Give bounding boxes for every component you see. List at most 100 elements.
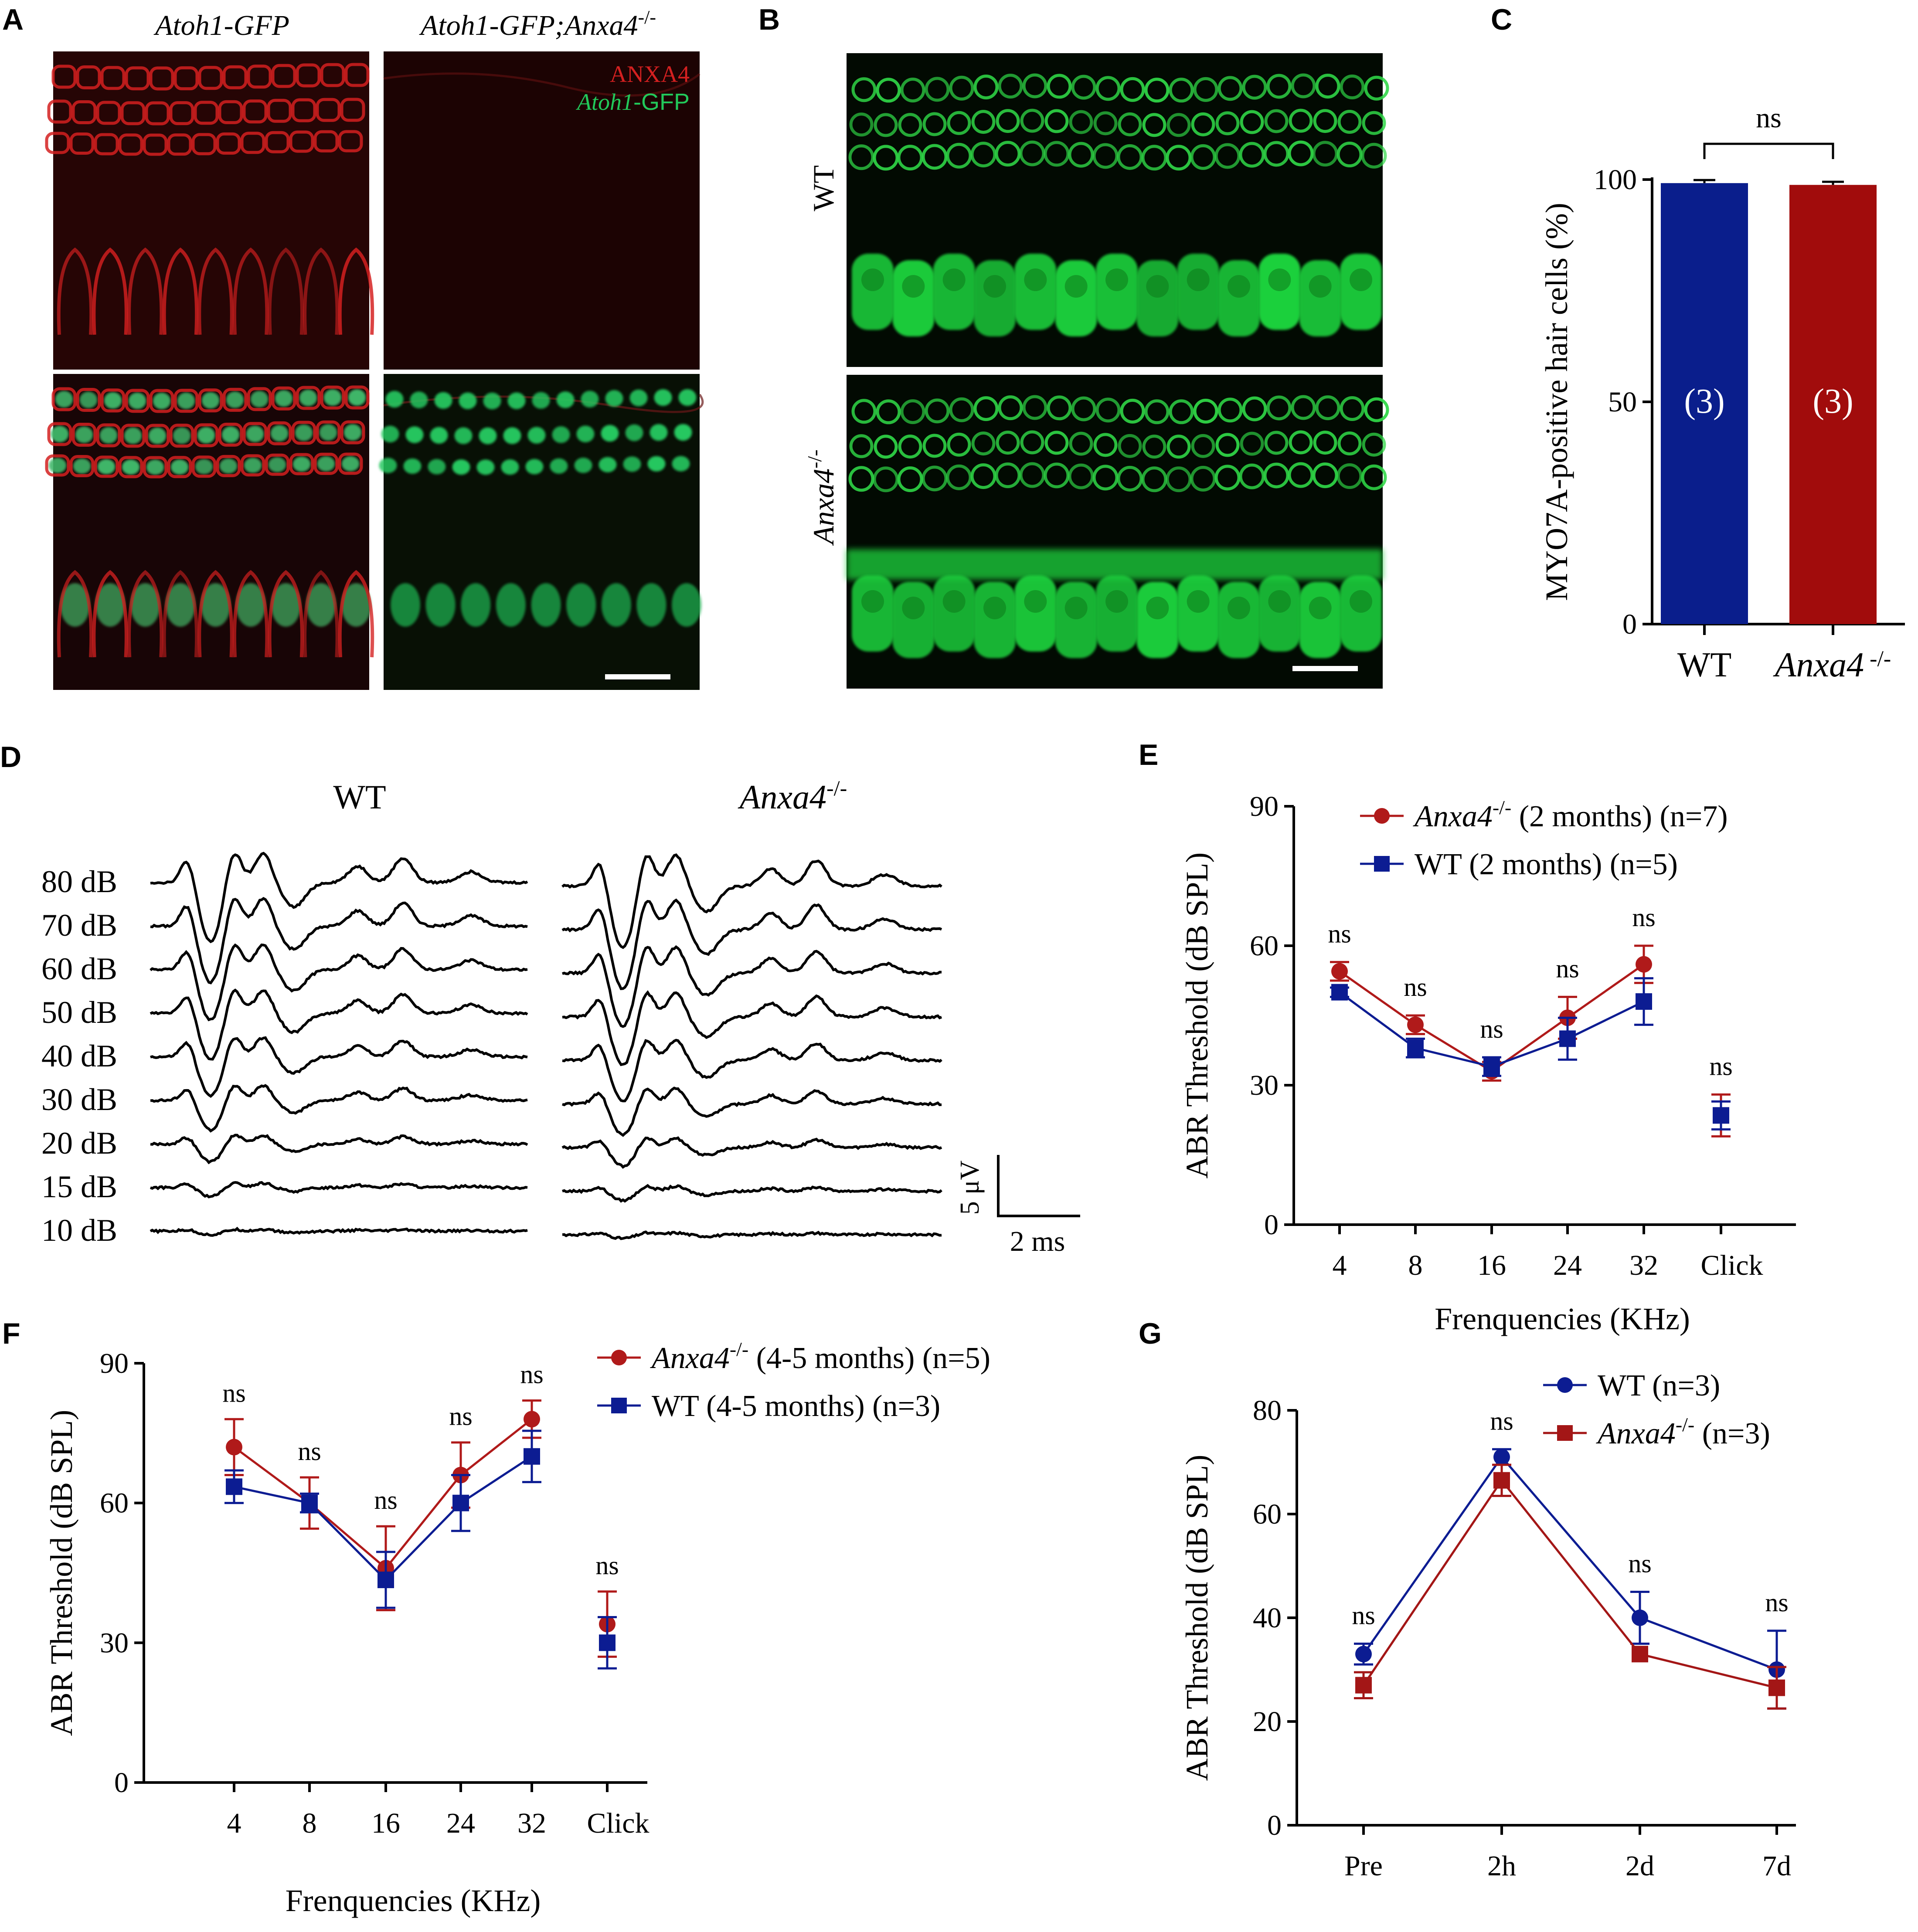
ihc-nucleus [1268, 268, 1291, 291]
cell-nucleus [146, 459, 164, 475]
ihc-cell [1218, 260, 1260, 336]
cell-nucleus [79, 391, 98, 408]
ihc-nucleus [496, 583, 526, 627]
cell-nucleus [672, 456, 690, 472]
cell-nucleus [268, 457, 286, 472]
abr-trace-knockout [561, 898, 942, 990]
y-tick-label: 80 [1253, 1395, 1282, 1426]
ohc-ring [1340, 75, 1365, 100]
ohc-ring [1117, 465, 1143, 492]
legend-entry: WT (4-5 months) (n=3) [652, 1389, 940, 1423]
ohc-ring [851, 399, 877, 424]
cell-membrane [247, 65, 272, 89]
ihc-outline [268, 247, 304, 335]
ohc-ring [998, 395, 1023, 421]
ohc-ring [1193, 398, 1218, 424]
data-point-Anxa4 [1355, 1677, 1372, 1694]
cell-nucleus [403, 458, 422, 474]
cell-nucleus [381, 425, 399, 443]
cell-membrane [96, 423, 121, 448]
cell-nucleus [341, 456, 360, 472]
ihc-nucleus [165, 583, 195, 627]
ns-label: ns [1490, 1406, 1513, 1435]
ohc-ring [1047, 74, 1072, 99]
cell-membrane [69, 132, 95, 155]
ohc-ring [947, 111, 971, 135]
cell-nucleus [428, 459, 446, 475]
cell-membrane [145, 101, 170, 126]
ohc-ring [1069, 110, 1093, 134]
wt-gfp-cells [848, 73, 1389, 336]
cell-membrane [125, 389, 150, 413]
cell-membrane [242, 422, 268, 446]
cell-nucleus [219, 458, 238, 474]
cell-nucleus [629, 389, 648, 407]
line-chart-g: 0 20 40 60 80 Pre 2h 2d 7d ABR Threshold (dB SPL)… [1180, 1369, 1796, 1882]
cell-nucleus [532, 392, 550, 409]
cell-nucleus [317, 456, 335, 472]
ihc-outline [197, 247, 234, 335]
legend-anxa4: ANXA4 [610, 61, 690, 87]
x-tick-label: Click [1701, 1250, 1763, 1281]
cell-membrane [340, 420, 365, 445]
cell-nucleus [556, 391, 575, 408]
data-point-Anxa4 [1768, 1679, 1785, 1696]
ihc-outline [57, 247, 93, 335]
cell-nucleus [170, 459, 189, 475]
cell-nucleus [410, 391, 428, 408]
abr-trace-wt [150, 943, 528, 1022]
ohc-ring [949, 397, 974, 422]
cell-nucleus [479, 427, 497, 445]
data-point-WT [1331, 984, 1348, 1001]
cell-nucleus [434, 392, 452, 409]
abr-level-label: 30 dB [41, 1082, 117, 1117]
bar-WT [1661, 183, 1748, 624]
ohc-ring [973, 396, 999, 421]
ohc-ring [922, 144, 948, 170]
ohc-ring [922, 434, 947, 458]
ohc-ring [848, 466, 874, 492]
ihc-cell [1096, 254, 1138, 330]
cell-nucleus [599, 457, 617, 472]
legend-marker [1374, 808, 1390, 824]
ihc-nucleus [601, 583, 631, 627]
abr-level-label: 15 dB [41, 1169, 117, 1204]
ihc-nucleus [1146, 597, 1169, 619]
ohc-ring [876, 399, 901, 424]
cell-membrane [149, 389, 174, 413]
ohc-ring [1020, 430, 1044, 455]
cell-membrane [94, 133, 119, 156]
line-chart-e: 0 30 60 90 4 8 16 24 32 Click ABR Threshold (dB SP… [1180, 791, 1796, 1336]
cell-nucleus [343, 424, 362, 441]
cell-membrane [167, 456, 192, 479]
ihc-nucleus [1228, 597, 1250, 619]
cell-nucleus [104, 392, 122, 409]
ohc-ring [849, 112, 874, 137]
ihc-nucleus [983, 275, 1006, 298]
ihc-nucleus [1024, 590, 1047, 613]
ohc-ring [1166, 435, 1191, 459]
ohc-ring [1214, 465, 1241, 491]
cell-membrane [96, 101, 121, 125]
ihc-cell [1340, 254, 1382, 330]
ihc-nucleus [531, 583, 561, 627]
micrograph-a-bottom-right [384, 374, 700, 690]
ohc-ring [1120, 77, 1145, 102]
panel-label-a: A [2, 3, 24, 36]
cell-membrane [338, 130, 363, 153]
ihc-outline [338, 570, 374, 658]
data-point-Anxa4 [226, 1439, 242, 1456]
x-axis-label: Frenquencies (KHz) [1435, 1301, 1690, 1336]
cell-membrane [242, 99, 268, 124]
abr-traces: 80 dB 70 dB 60 dB 50 dB 40 dB 30 dB 20 dB 15 dB… [41, 852, 942, 1248]
ohc-ring [1044, 431, 1069, 455]
data-point-WT [452, 1494, 469, 1511]
y-tick-label: 60 [1253, 1498, 1282, 1530]
ohc-ring [1240, 431, 1264, 456]
y-tick-label: 60 [100, 1487, 129, 1519]
ohc-ring [1361, 143, 1387, 169]
ihc-cell [1299, 260, 1341, 336]
cell-nucleus [201, 392, 220, 409]
cell-nucleus [625, 424, 643, 441]
cell-nucleus [246, 425, 264, 442]
